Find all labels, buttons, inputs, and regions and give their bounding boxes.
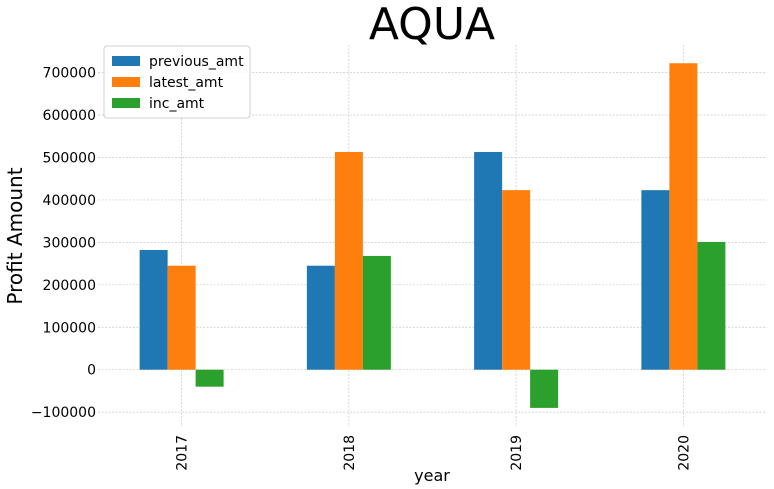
- legend: previous_amt latest_amt inc_amt: [103, 45, 251, 119]
- y-tick-label: 200000: [43, 278, 96, 294]
- legend-box: [103, 45, 251, 119]
- bar-inc_amt-2020: [697, 241, 726, 370]
- chart-title: AQUA: [369, 0, 495, 50]
- bar-previous_amt-2018: [306, 265, 335, 370]
- legend-swatch: [112, 77, 140, 87]
- bar-previous_amt-2019: [474, 151, 503, 370]
- bar-inc_amt-2018: [362, 255, 391, 370]
- bar-inc_amt-2019: [530, 369, 559, 408]
- legend-swatch: [112, 56, 140, 66]
- y-tick-label: 600000: [43, 108, 96, 124]
- legend-label: previous_amt: [149, 54, 244, 70]
- bars: [139, 63, 726, 408]
- x-tick-label: 2019: [509, 435, 525, 471]
- y-tick-label: 400000: [43, 193, 96, 209]
- legend-label: inc_amt: [149, 96, 205, 112]
- x-axis-ticks: 2017 2018 2019 2020: [175, 435, 693, 471]
- x-tick-label: 2020: [676, 435, 692, 471]
- x-tick-label: 2017: [175, 435, 191, 471]
- bar-previous_amt-2020: [641, 190, 670, 370]
- y-axis-title: Profit Amount: [3, 167, 27, 304]
- bar-latest_amt-2020: [669, 63, 698, 370]
- bar-latest_amt-2017: [167, 265, 196, 370]
- x-axis-title: year: [414, 466, 450, 485]
- bar-previous_amt-2017: [139, 250, 168, 370]
- y-tick-label: 500000: [43, 150, 96, 166]
- y-tick-label: 0: [87, 363, 96, 379]
- bar-inc_amt-2017: [195, 369, 224, 387]
- bar-latest_amt-2018: [334, 151, 363, 370]
- y-tick-label: 300000: [43, 235, 96, 251]
- bar-latest_amt-2019: [502, 190, 531, 370]
- y-tick-label: 700000: [43, 66, 96, 82]
- legend-swatch: [112, 98, 140, 108]
- y-axis-ticks: −100000 0 100000 200000 300000 400000 500000 60…: [31, 66, 96, 422]
- y-tick-label: −100000: [31, 405, 96, 421]
- legend-label: latest_amt: [149, 75, 224, 91]
- y-tick-label: 100000: [43, 320, 96, 336]
- x-tick-label: 2018: [342, 435, 358, 471]
